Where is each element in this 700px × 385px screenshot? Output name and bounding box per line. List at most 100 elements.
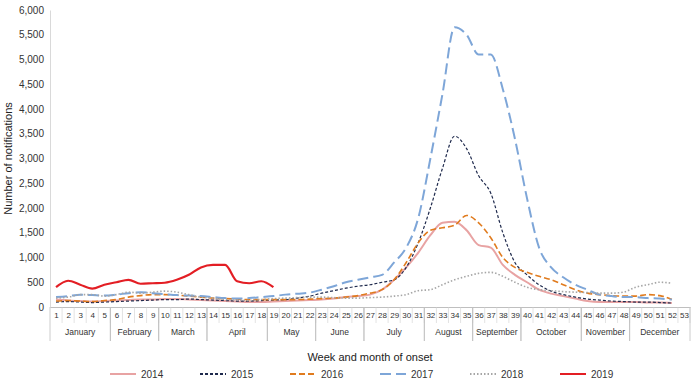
week-separator xyxy=(593,307,594,323)
x-tick: 26 xyxy=(354,307,363,320)
month-groups: JanuaryFebruaryMarchAprilMayJuneJulyAugu… xyxy=(50,307,690,341)
x-tick: 13 xyxy=(197,307,206,320)
week-separator xyxy=(376,307,377,323)
month-separator xyxy=(363,307,364,341)
week-separator xyxy=(545,307,546,323)
y-tick: 5,000 xyxy=(19,54,50,65)
x-tick: 31 xyxy=(414,307,423,320)
y-tick-label: 3,500 xyxy=(19,128,44,139)
legend-swatch xyxy=(200,373,226,375)
month-separator xyxy=(315,307,316,341)
x-tick: 36 xyxy=(475,307,484,320)
x-tick: 10 xyxy=(161,307,170,320)
x-tick-label: 45 xyxy=(583,311,592,320)
x-tick: 9 xyxy=(151,307,156,320)
month-separator xyxy=(363,307,364,341)
x-tick: 45 xyxy=(583,307,592,320)
month-separator xyxy=(690,307,691,341)
legend-item: 2017 xyxy=(380,369,434,380)
x-tick-label: 44 xyxy=(571,311,580,320)
x-tick: 7 xyxy=(127,307,132,320)
x-tick-label: 18 xyxy=(257,311,266,320)
y-tick: 6,000 xyxy=(19,5,50,16)
x-tick: 42 xyxy=(547,307,556,320)
y-axis-line xyxy=(50,11,51,308)
week-separator xyxy=(351,307,352,323)
legend-label: 2017 xyxy=(411,369,434,380)
x-tick: 25 xyxy=(342,307,351,320)
week-separator xyxy=(653,307,654,323)
week-separator xyxy=(677,307,678,323)
week-separator xyxy=(291,307,292,323)
legend-label: 2015 xyxy=(231,369,254,380)
y-tick-label: 500 xyxy=(27,277,44,288)
month-label: March xyxy=(171,327,195,337)
week-separator xyxy=(460,307,461,323)
x-tick: 15 xyxy=(221,307,230,320)
x-tick-label: 35 xyxy=(463,311,472,320)
x-tick-label: 12 xyxy=(185,311,194,320)
y-tick: 1,000 xyxy=(19,252,50,263)
week-separator xyxy=(146,307,147,323)
x-tick: 50 xyxy=(644,307,653,320)
x-tick: 34 xyxy=(451,307,460,320)
week-separator xyxy=(617,307,618,323)
x-tick: 32 xyxy=(426,307,435,320)
x-tick: 39 xyxy=(511,307,520,320)
x-tick-label: 22 xyxy=(306,311,315,320)
week-separator xyxy=(569,307,570,323)
x-tick-label: 16 xyxy=(233,311,242,320)
x-tick-label: 37 xyxy=(487,311,496,320)
y-tick-label: 2,000 xyxy=(19,203,44,214)
x-tick: 48 xyxy=(620,307,629,320)
x-tick-label: 52 xyxy=(668,311,677,320)
week-separator xyxy=(557,307,558,323)
x-tick-label: 1 xyxy=(54,311,59,320)
legend-swatch xyxy=(290,373,316,375)
x-tick: 6 xyxy=(115,307,120,320)
week-separator xyxy=(74,307,75,323)
x-tick: 17 xyxy=(245,307,254,320)
x-tick-label: 30 xyxy=(402,311,411,320)
x-tick-label: 46 xyxy=(595,311,604,320)
x-axis-title: Week and month of onset xyxy=(307,351,432,363)
month-label: June xyxy=(331,327,350,337)
x-tick: 12 xyxy=(185,307,194,320)
x-tick-label: 41 xyxy=(535,311,544,320)
x-tick: 23 xyxy=(318,307,327,320)
x-tick: 40 xyxy=(523,307,532,320)
legend-item: 2018 xyxy=(470,369,524,380)
week-separator xyxy=(400,307,401,323)
x-tick: 22 xyxy=(306,307,315,320)
month-separator xyxy=(206,307,207,341)
x-tick-label: 26 xyxy=(354,311,363,320)
month-separator xyxy=(110,307,111,341)
legend: 201420152016201720182019 xyxy=(110,369,614,380)
legend-swatch xyxy=(110,373,136,375)
week-separator xyxy=(182,307,183,323)
x-tick: 44 xyxy=(571,307,580,320)
series-line xyxy=(56,215,672,301)
x-tick-label: 24 xyxy=(330,311,339,320)
x-tick-label: 17 xyxy=(245,311,254,320)
month-separator xyxy=(206,307,207,341)
series-line xyxy=(56,27,672,299)
x-tick: 14 xyxy=(209,307,218,320)
x-tick-label: 2 xyxy=(66,311,71,320)
month-separator xyxy=(267,307,268,341)
week-separator xyxy=(327,307,328,323)
month-label: July xyxy=(387,327,403,337)
month-separator xyxy=(581,307,582,341)
series-line xyxy=(56,272,672,300)
month-label: December xyxy=(640,327,679,337)
x-tick: 49 xyxy=(632,307,641,320)
week-separator xyxy=(496,307,497,323)
x-tick-label: 33 xyxy=(438,311,447,320)
y-tick: 500 xyxy=(27,277,50,288)
month-label: September xyxy=(476,327,518,337)
legend-item: 2014 xyxy=(110,369,164,380)
x-tick: 35 xyxy=(463,307,472,320)
plot: 05001,0001,5002,0002,5003,0003,5004,0004… xyxy=(19,5,691,341)
x-tick: 20 xyxy=(282,307,291,320)
y-tick-label: 6,000 xyxy=(19,5,44,16)
